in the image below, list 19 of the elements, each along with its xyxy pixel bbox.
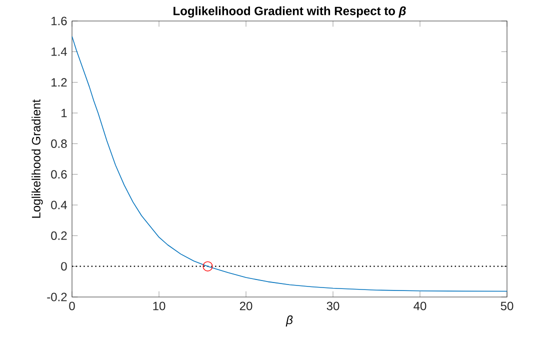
y-tick-label: -0.2 <box>47 292 67 302</box>
x-tick-label: 20 <box>240 302 252 310</box>
y-tick-label: 0.8 <box>51 139 67 148</box>
chart-title: Loglikelihood Gradient with Respect to β <box>174 6 406 18</box>
x-tick-label: 10 <box>153 302 166 310</box>
y-tick-label: 1.2 <box>52 78 67 87</box>
x-tick-label: 30 <box>326 302 340 310</box>
y-axis-title: Loglikelihood Gradient <box>32 99 43 218</box>
y-tick-label: 0.2 <box>51 231 67 240</box>
x-axis-title: β <box>286 315 293 327</box>
y-tick-label: 0 <box>61 262 67 271</box>
x-tick-label: 40 <box>414 302 426 310</box>
y-tick-label: 0.6 <box>51 170 67 179</box>
x-tick-label: 0 <box>69 302 75 310</box>
y-tick-label: 0.4 <box>51 200 67 210</box>
y-tick-label: 1 <box>62 108 67 118</box>
y-tick-label: 1.6 <box>52 16 67 26</box>
x-tick-label: 50 <box>500 302 514 310</box>
y-tick-label: 1.4 <box>52 48 67 56</box>
